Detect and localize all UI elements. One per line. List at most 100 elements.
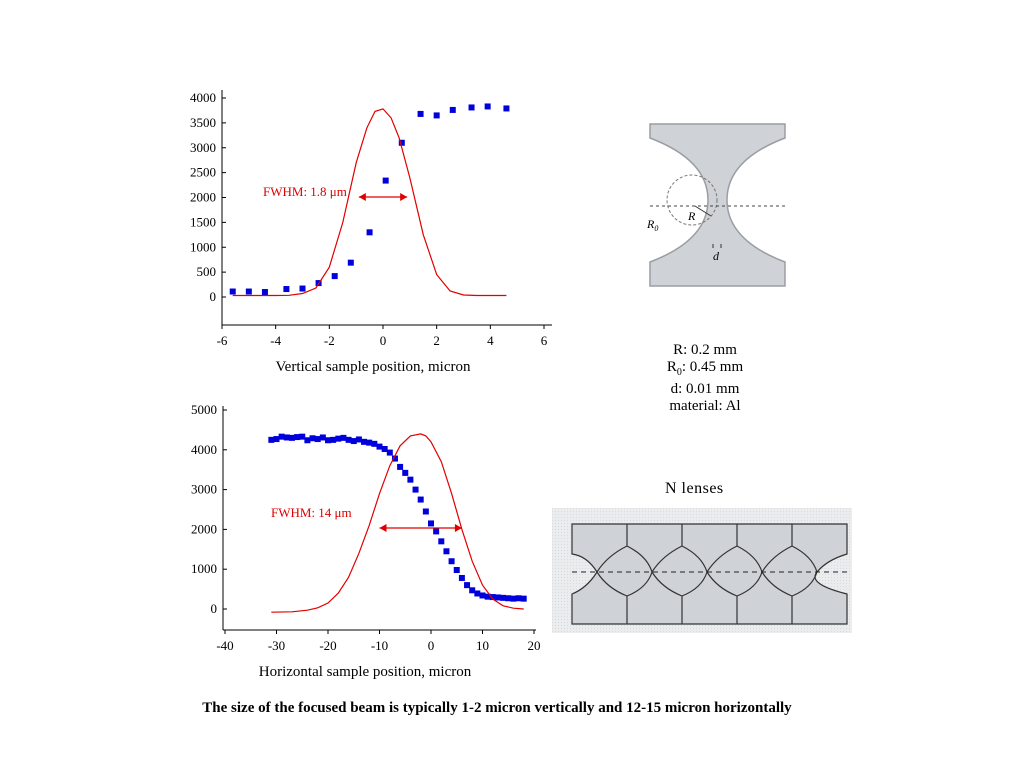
y-tick-label: 4000 [190,90,216,105]
y-tick-label: 500 [197,264,217,279]
data-point [350,438,357,445]
data-point [398,139,405,146]
fwhm-arrow-head-right [454,524,462,532]
data-point [428,520,434,527]
data-point [391,455,398,462]
data-point [464,582,471,589]
data-point [412,486,419,493]
data-point [366,439,373,446]
label-d: d [713,249,720,263]
data-point [325,437,331,444]
data-point [299,285,306,292]
x-tick-label: 0 [380,333,387,348]
data-point [376,443,383,450]
data-point [319,434,326,441]
y-tick-label: 3500 [190,115,216,130]
data-point [443,548,450,555]
data-point [331,273,338,280]
x-tick-label: -30 [268,638,285,653]
data-point [489,594,496,601]
data-point [468,104,475,111]
data-point [494,594,501,601]
y-tick-label: 3000 [190,140,216,155]
param-d: d: 0.01 mm [670,381,740,397]
y-tick-label: 1000 [191,561,217,576]
y-tick-label: 2000 [191,521,217,536]
horizontal-plot-area: 0 1000 2000 3000 4000 5000 -40 -30 -20 -10 0 10 20 [191,402,541,653]
data-point [386,449,393,456]
data-point [294,434,301,441]
x-tick-label: -40 [216,638,233,653]
data-point [355,436,362,443]
x-tick-label: -4 [270,333,281,348]
lens-radius-circle [666,174,718,226]
fwhm-arrow-head-left [379,524,387,532]
vertical-plot-area: 0 500 1000 1500 2000 2500 3000 3500 4000 -6 -4 -2 0 2… [190,90,552,348]
y-tick-label: 0 [211,601,218,616]
x-tick-label: 6 [541,333,548,348]
data-point [345,436,352,443]
data-point [283,286,290,293]
data-point [330,436,337,443]
vertical-profile-chart: 0 500 1000 1500 2000 2500 3000 3500 4000 -6 -4 -2 0 2… [190,90,552,375]
x-tick-label: -2 [324,333,335,348]
x-tick-label: 0 [428,638,435,653]
x-tick-label: -10 [371,638,388,653]
x-tick-label: -6 [217,333,228,348]
data-point [449,106,456,113]
y-tick-label: 4000 [191,442,217,457]
data-point [361,438,368,445]
param-r: R: 0.2 mm [673,342,737,358]
data-point [479,592,486,599]
data-point [448,558,455,565]
data-point [245,288,252,295]
lens-parameters: R: 0.2 mm R0: 0.45 mm d: 0.01 mm materia… [610,342,800,415]
data-point [278,433,285,440]
fit-curve [271,433,524,613]
fwhm-arrow-head-left [358,193,366,201]
data-point [304,437,311,444]
slide-caption: The size of the focused beam is typicall… [202,700,792,716]
data-point [515,595,522,602]
fit-curve [232,108,507,297]
param-material: material: Al [669,398,741,414]
fwhm-vertical-label: FWHM: 1.8 μm [263,184,347,199]
data-point [484,593,491,600]
lens-profile-diagram: R R0 d [646,123,786,287]
data-point [397,463,404,470]
data-point [283,434,290,441]
data-point [402,469,409,476]
data-point [433,528,440,535]
data-point [229,288,236,295]
data-point [433,112,440,119]
data-point [309,435,316,442]
data-point [299,433,306,440]
lens-array-body [571,523,848,625]
n-lenses-title: N lenses [665,480,724,497]
fwhm-arrow-head-right [400,193,408,201]
data-point [510,595,517,602]
data-point [381,446,388,453]
data-point [484,103,491,110]
data-point [382,177,389,184]
y-tick-label: 2000 [190,190,216,205]
y-tick-label: 1000 [190,239,216,254]
label-r0: R0 [646,217,658,233]
data-point [340,434,347,441]
data-point [407,476,414,483]
x-tick-label: -20 [319,638,336,653]
data-point [371,440,378,447]
data-point [335,435,342,442]
y-tick-label: 1500 [190,214,216,229]
data-point [469,587,476,594]
data-point [474,590,481,597]
radius-arrow [694,205,712,217]
lens-array-diagram [552,508,852,633]
y-tick-label: 5000 [191,402,217,417]
x-tick-label: 4 [487,333,494,348]
data-point [458,574,465,581]
fwhm-horizontal-label: FWHM: 14 μm [271,505,352,520]
data-point [505,595,512,602]
data-point [268,436,275,443]
data-point [314,436,321,443]
